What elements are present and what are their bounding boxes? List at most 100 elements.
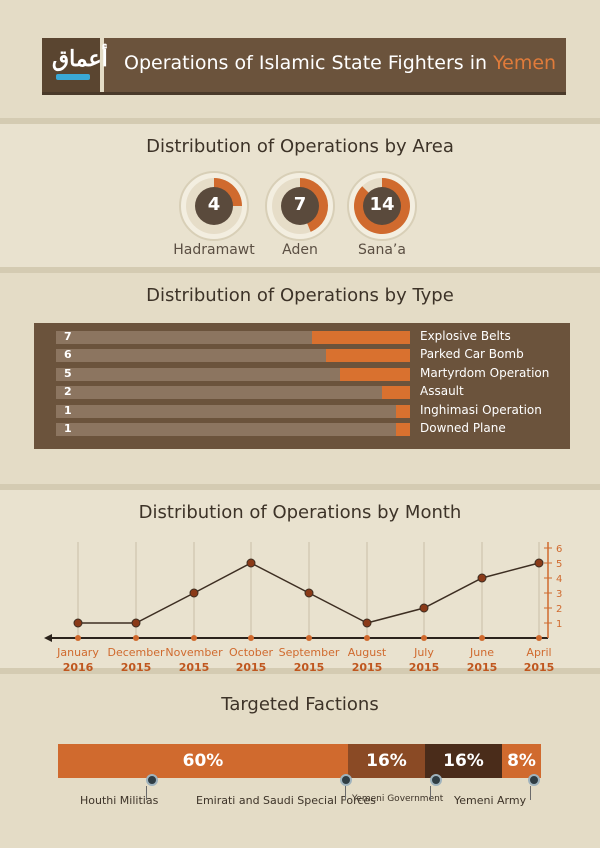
month-ytick-label: 5 — [556, 559, 562, 570]
type-bar — [382, 386, 410, 400]
month-xtick-label: August — [348, 646, 387, 659]
faction-marker — [340, 774, 352, 786]
area-donut-2 — [347, 171, 417, 241]
month-ytick-label: 2 — [556, 604, 562, 615]
type-bar-row: 1 — [56, 403, 410, 418]
faction-segment: 16% — [348, 744, 425, 778]
month-point — [477, 573, 487, 583]
factions-title: Targeted Factions — [221, 694, 379, 715]
factions-section: Targeted Factions 60% 16% 16% 8% Houthi Mili… — [0, 674, 600, 848]
month-xtick-year: 2015 — [352, 661, 383, 674]
type-bar — [340, 367, 410, 381]
month-xtick-label: January — [56, 646, 99, 659]
month-xtick-year: 2015 — [236, 661, 267, 674]
type-bar — [396, 404, 410, 418]
type-bar-value: 6 — [64, 348, 72, 362]
month-axis-dot — [421, 635, 427, 641]
area-label: Aden — [282, 242, 318, 258]
month-axis-dot — [248, 635, 254, 641]
type-bar-label: Assault — [420, 384, 464, 399]
month-xtick-label: October — [229, 646, 273, 659]
month-xtick-year: 2015 — [121, 661, 152, 674]
logo-accent — [56, 74, 90, 80]
month-axis-dot — [536, 635, 542, 641]
area-donut-1 — [265, 171, 335, 241]
type-bar-label: Martyrdom Operation — [420, 365, 550, 380]
type-bar — [396, 423, 410, 436]
month-ytick-label: 6 — [556, 544, 562, 555]
faction-marker — [146, 774, 158, 786]
type-bar — [326, 349, 410, 363]
faction-connector — [430, 786, 431, 800]
title-bar — [42, 38, 566, 92]
month-axis-arrow — [44, 634, 52, 642]
type-bar-row: 2 — [56, 385, 410, 400]
area-value: 7 — [293, 194, 307, 215]
type-section: Distribution of Operations by Type 7 Expl… — [0, 279, 600, 484]
type-bar-row: 1 — [56, 422, 410, 436]
area-donut-0 — [179, 171, 249, 241]
month-point — [362, 618, 372, 628]
month-point — [73, 618, 83, 628]
area-value: 4 — [207, 194, 221, 215]
page-title: Operations of Islamic State Fighters in … — [124, 52, 556, 74]
month-point — [246, 558, 256, 568]
faction-label: Yemeni Government — [352, 794, 444, 804]
month-axis-dot — [133, 635, 139, 641]
type-bar-label: Explosive Belts — [420, 329, 511, 343]
faction-marker — [528, 774, 540, 786]
faction-pct: 8% — [507, 751, 536, 771]
type-title: Distribution of Operations by Type — [146, 285, 454, 306]
header: أعماق Operations of Islamic State Fighte… — [0, 0, 600, 118]
month-point — [189, 588, 199, 598]
type-bar-label: Parked Car Bomb — [420, 347, 524, 362]
faction-segment: 60% — [58, 744, 348, 778]
month-axis-dot — [306, 635, 312, 641]
faction-pct: 16% — [443, 751, 484, 771]
month-axis-dot — [75, 635, 81, 641]
faction-label: Yemeni Army — [454, 794, 527, 807]
faction-segment: 16% — [425, 744, 502, 778]
faction-label: Houthi Militias — [80, 794, 159, 807]
month-line-chart: 1 2 3 4 5 6 January 2016 December 2015 November 201… — [44, 542, 562, 674]
month-xtick-label: June — [469, 646, 494, 659]
month-xtick-year: 2015 — [524, 661, 555, 674]
month-point — [419, 603, 429, 613]
faction-connector — [146, 786, 147, 800]
type-bar-label: Inghimasi Operation — [420, 402, 542, 417]
month-xtick-year: 2015 — [409, 661, 440, 674]
faction-pct: 16% — [366, 751, 407, 771]
amaq-logo: أعماق — [42, 38, 108, 92]
title-prefix: Operations of Islamic State Fighters in — [124, 52, 494, 74]
faction-pct: 60% — [182, 751, 224, 771]
faction-connector — [530, 786, 531, 800]
month-point — [304, 588, 314, 598]
area-label: Sana’a — [358, 242, 406, 258]
month-xtick-label: July — [413, 646, 434, 659]
month-xtick-year: 2015 — [294, 661, 325, 674]
month-ytick-label: 4 — [556, 574, 562, 585]
faction-segment: 8% — [502, 744, 541, 778]
type-bar-value: 7 — [64, 330, 72, 343]
month-xtick-year: 2015 — [179, 661, 210, 674]
month-xtick-label: April — [526, 646, 551, 659]
month-xtick-year: 2016 — [63, 661, 94, 674]
type-bar-value: 5 — [64, 366, 72, 380]
faction-marker — [430, 774, 442, 786]
month-title: Distribution of Operations by Month — [138, 502, 462, 523]
month-point — [131, 618, 141, 628]
type-bar — [312, 331, 410, 344]
month-axis-dot — [364, 635, 370, 641]
month-point — [534, 558, 544, 568]
type-bar-row: 5 — [56, 366, 410, 381]
type-bar-row: 6 — [56, 348, 410, 363]
type-bar-value: 1 — [64, 403, 72, 417]
area-title: Distribution of Operations by Area — [146, 136, 454, 157]
area-section: Distribution of Operations by Area 4 Hadr… — [0, 118, 600, 273]
type-bar-value: 1 — [64, 422, 72, 435]
type-bar-label: Downed Plane — [420, 421, 506, 435]
area-label: Hadramawt — [173, 242, 255, 258]
area-value: 14 — [369, 194, 395, 215]
month-ytick-label: 1 — [556, 619, 562, 630]
type-bar-value: 2 — [64, 385, 72, 399]
